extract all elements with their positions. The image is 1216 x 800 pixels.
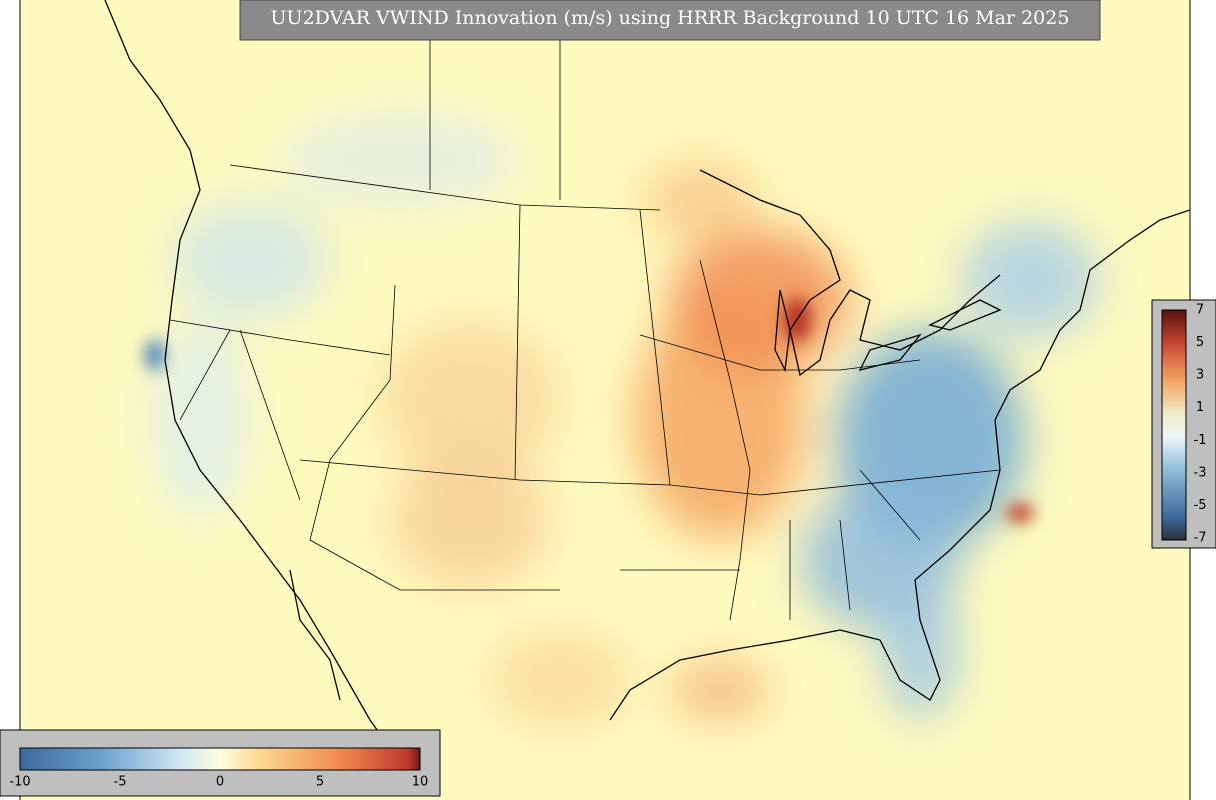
- title-box: [239, 0, 1101, 41]
- colorbar-right: 7 5 3 1 -1 -3 -5 -7: [1151, 299, 1216, 549]
- colorbar-tick-label: -1: [1194, 433, 1207, 448]
- coastline: [609, 209, 1190, 721]
- colorbar-tick-label: 1: [1196, 400, 1204, 415]
- colorbar-tick-label: 10: [412, 775, 429, 790]
- colorbar: [1161, 309, 1187, 541]
- colorbar-tick-label: -10: [9, 775, 30, 790]
- colorbar-tick-label: 5: [1196, 335, 1204, 350]
- colorbar-tick-label: 3: [1196, 368, 1204, 383]
- colorbar-tick-label: -7: [1194, 531, 1207, 546]
- colorbar-tick-label: -5: [1194, 498, 1207, 513]
- coastline: [104, 0, 421, 791]
- colorbar-tick-label: 0: [216, 775, 224, 790]
- title: UU2DVAR VWIND Innovation (m/s) using HRR…: [271, 7, 1070, 29]
- map: [20, 0, 1190, 800]
- border: [620, 259, 921, 621]
- colorbar-tick-label: 7: [1196, 303, 1204, 318]
- coastline: [289, 569, 341, 701]
- colorbar-tick-label: -3: [1194, 465, 1207, 480]
- colorbar-bottom: -10 -5 0 5 10: [0, 729, 441, 797]
- colorbar-tick-label: 5: [316, 775, 324, 790]
- border: [169, 0, 1001, 591]
- colorbar-tick-label: -5: [114, 775, 127, 790]
- innovation-field: [150, 110, 1100, 730]
- colorbar: [19, 747, 421, 771]
